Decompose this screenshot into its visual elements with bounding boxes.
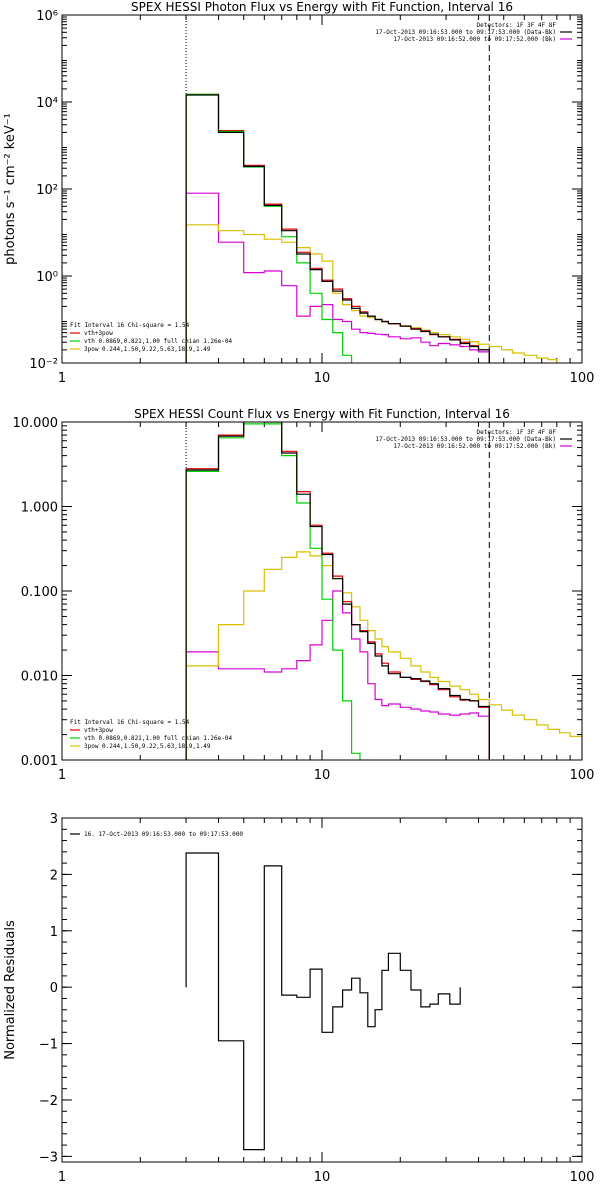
y-axis-label: Normalized Residuals	[3, 920, 18, 1060]
y-axis-label: photons s⁻¹ cm⁻² keV⁻¹	[3, 113, 18, 265]
legend-right-text: 17-Oct-2013 09:16:53.000 to 09:17:53.000…	[375, 436, 556, 443]
plot-frame	[61, 14, 583, 364]
legend-left-text: vth+3pow	[84, 330, 113, 337]
x-tick-label: 10	[314, 1170, 331, 1185]
series-line-5	[185, 94, 490, 363]
y-tick-label: 1.000	[21, 501, 58, 516]
series-line-2	[185, 224, 558, 363]
series-group	[185, 93, 558, 363]
legend-left-text: vth+3pow	[84, 727, 113, 734]
series-line-4	[185, 93, 353, 363]
legend-left-text: 3pow 0.244,1.50,9.22,5.63,18.9,1.49	[84, 743, 211, 750]
plot-frame	[61, 421, 583, 761]
x-tick-label: 100	[570, 371, 595, 386]
legend-left-text: vth 0.0869,0.821,1.00 full chian 1.26e-0…	[84, 338, 232, 345]
y-tick-label: 10⁶	[36, 9, 58, 24]
x-tick-label: 1	[58, 371, 66, 386]
y-tick-label: 10.000	[13, 416, 59, 431]
series-line-3	[185, 422, 490, 760]
y-tick-label: −3	[39, 1150, 58, 1165]
legend-right-text: 17-Oct-2013 09:16:53.000 to 09:17:53.000…	[375, 29, 556, 36]
y-tick-label: 0.010	[21, 670, 58, 685]
series-line-2	[185, 551, 582, 760]
legend-left-text: vth 0.0869,0.821,1.00 full chian 1.26e-0…	[84, 735, 232, 742]
legend-right-text: Detectors: 1F 3F 4F 8F	[477, 22, 557, 29]
legend-right-text: 17-Oct-2013 09:16:52.000 to 09:17:52.000…	[393, 443, 556, 450]
series-line-5	[185, 422, 490, 760]
y-tick-label: 10⁻²	[29, 357, 58, 372]
y-tick-label: 0	[50, 981, 58, 996]
chart-panel-2: SPEX HESSI Count Flux vs Energy with Fit…	[13, 407, 595, 783]
x-tick-label: 100	[570, 1170, 595, 1185]
x-tick-label: 100	[570, 768, 595, 783]
legend-right-text: Detectors: 1F 3F 4F 8F	[477, 429, 557, 436]
x-tick-label: 1	[58, 768, 66, 783]
y-tick-label: 3	[50, 812, 58, 827]
y-tick-label: 10⁰	[36, 270, 58, 285]
y-tick-label: −1	[39, 1038, 58, 1053]
series-line-3	[185, 93, 490, 363]
series-group	[185, 852, 461, 1151]
chart-panel-3: Normalized Residuals 1 10 100 −3 −2 −1 0 1 2 3 16. …	[3, 812, 594, 1185]
series-line-1	[185, 590, 490, 760]
legend-left-text: Fit Interval 16 Chi-square = 1.54	[70, 322, 190, 329]
chart-title: SPEX HESSI Count Flux vs Energy with Fit…	[134, 407, 510, 421]
y-tick-label: 0.001	[21, 754, 58, 769]
series-line-1	[185, 192, 490, 363]
legend-right-text: 17-Oct-2013 09:16:52.000 to 09:17:52.000…	[393, 36, 556, 43]
y-tick-label: 10²	[36, 183, 58, 198]
chart-panel-1: SPEX HESSI Photon Flux vs Energy with Fi…	[3, 0, 594, 386]
y-tick-label: 0.100	[21, 585, 58, 600]
series-group	[185, 422, 582, 760]
x-tick-label: 1	[58, 1170, 66, 1185]
y-tick-label: 1	[50, 925, 58, 940]
legend-left-text: Fit Interval 16 Chi-square = 1.54	[70, 719, 190, 726]
legend-left-text: 16. 17-Oct-2013 09:16:53.000 to 09:17:53…	[84, 831, 243, 838]
series-line-1	[185, 852, 461, 1151]
series-line-4	[185, 423, 361, 760]
y-tick-label: 10⁴	[36, 96, 58, 111]
legend-left-text: 3pow 0.244,1.50,9.22,5.63,18.9,1.49	[84, 346, 211, 353]
y-tick-label: 2	[50, 868, 58, 883]
x-tick-label: 10	[314, 371, 331, 386]
plot-frame	[61, 817, 583, 1163]
chart-title: SPEX HESSI Photon Flux vs Energy with Fi…	[131, 0, 513, 14]
x-tick-label: 10	[314, 768, 331, 783]
y-tick-label: −2	[39, 1094, 58, 1109]
